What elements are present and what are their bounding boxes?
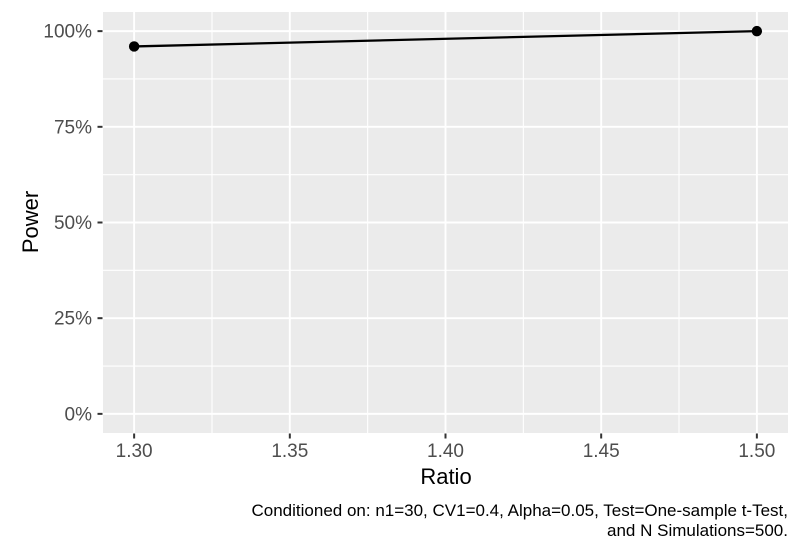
x-axis-title: Ratio bbox=[420, 464, 472, 489]
y-tick-label: 50% bbox=[54, 213, 92, 234]
y-tick-label: 0% bbox=[65, 404, 93, 425]
x-tick-label: 1.30 bbox=[116, 441, 153, 462]
x-tick-label: 1.35 bbox=[271, 441, 308, 462]
data-point bbox=[128, 41, 140, 52]
caption-line-2: and N Simulations=500. bbox=[607, 521, 788, 540]
x-tick-label: 1.40 bbox=[427, 441, 464, 462]
caption-line-1: Conditioned on: n1=30, CV1=0.4, Alpha=0.… bbox=[251, 501, 789, 520]
x-tick-label: 1.45 bbox=[583, 441, 620, 462]
y-axis-title: Power bbox=[18, 190, 43, 254]
x-tick-label: 1.50 bbox=[738, 441, 775, 462]
y-tick-label: 25% bbox=[54, 309, 92, 330]
y-tick-label: 100% bbox=[43, 22, 92, 43]
y-tick-label: 75% bbox=[54, 117, 92, 138]
data-line bbox=[134, 29, 757, 48]
data-point bbox=[751, 25, 763, 37]
plot-caption: Conditioned on: n1=30, CV1=0.4, Alpha=0.… bbox=[252, 501, 789, 541]
